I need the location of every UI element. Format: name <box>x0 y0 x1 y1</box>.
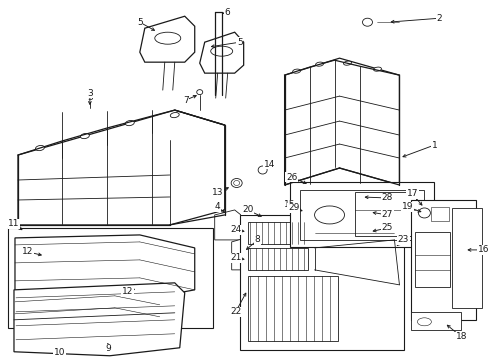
Text: 15: 15 <box>283 201 295 210</box>
Ellipse shape <box>417 318 430 326</box>
Text: 1: 1 <box>430 140 436 149</box>
Text: 23: 23 <box>397 235 408 244</box>
Polygon shape <box>15 290 160 328</box>
Text: 12: 12 <box>122 287 133 296</box>
Bar <box>247 276 337 341</box>
Text: 11: 11 <box>8 220 20 229</box>
Bar <box>354 192 416 236</box>
Text: 18: 18 <box>455 332 466 341</box>
Text: 19: 19 <box>401 202 412 211</box>
Bar <box>289 182 433 247</box>
Bar <box>415 232 449 287</box>
Text: 29: 29 <box>287 203 299 212</box>
Bar <box>430 207 448 221</box>
Ellipse shape <box>231 179 242 188</box>
Text: 12: 12 <box>22 247 34 256</box>
Ellipse shape <box>258 166 266 174</box>
Text: 6: 6 <box>224 8 230 17</box>
Bar <box>247 248 307 270</box>
Ellipse shape <box>362 18 372 26</box>
Ellipse shape <box>36 145 44 150</box>
Text: 25: 25 <box>381 224 392 233</box>
Bar <box>247 222 307 244</box>
Bar <box>314 222 394 244</box>
Bar <box>299 190 424 240</box>
Polygon shape <box>284 58 399 185</box>
Text: 2: 2 <box>436 14 441 23</box>
Text: 4: 4 <box>214 202 220 211</box>
Bar <box>410 312 460 330</box>
Polygon shape <box>140 16 194 62</box>
Text: 28: 28 <box>381 193 392 202</box>
Text: 5: 5 <box>236 38 242 47</box>
Polygon shape <box>14 283 184 356</box>
Text: 22: 22 <box>229 307 241 316</box>
Text: 16: 16 <box>477 246 488 255</box>
Ellipse shape <box>233 180 239 185</box>
Text: 14: 14 <box>264 159 275 168</box>
Text: 3: 3 <box>87 93 93 102</box>
Text: 13: 13 <box>211 189 223 198</box>
Bar <box>410 200 475 320</box>
Ellipse shape <box>373 67 381 71</box>
Bar <box>239 215 404 350</box>
Bar <box>8 228 212 328</box>
Ellipse shape <box>315 62 323 66</box>
Ellipse shape <box>314 206 344 224</box>
Ellipse shape <box>155 32 181 44</box>
Text: 15: 15 <box>283 201 295 210</box>
Ellipse shape <box>196 90 203 95</box>
Ellipse shape <box>125 121 134 126</box>
Bar <box>451 208 481 308</box>
Ellipse shape <box>80 134 89 139</box>
Text: 27: 27 <box>381 211 392 220</box>
Text: 7: 7 <box>183 96 188 105</box>
Polygon shape <box>199 32 243 73</box>
Ellipse shape <box>418 208 429 218</box>
Text: 24: 24 <box>229 225 241 234</box>
Polygon shape <box>231 238 251 270</box>
Text: 17: 17 <box>406 189 417 198</box>
Text: 21: 21 <box>229 253 241 262</box>
Text: 5: 5 <box>137 18 142 27</box>
Polygon shape <box>15 235 194 300</box>
Polygon shape <box>214 210 244 240</box>
Polygon shape <box>18 110 224 225</box>
Text: 8: 8 <box>254 235 260 244</box>
Text: 26: 26 <box>285 172 297 181</box>
Ellipse shape <box>170 113 179 118</box>
Text: 20: 20 <box>242 206 253 215</box>
Ellipse shape <box>292 69 300 73</box>
Ellipse shape <box>343 61 351 65</box>
Text: 9: 9 <box>105 344 110 353</box>
Ellipse shape <box>210 46 232 56</box>
Text: 10: 10 <box>54 348 65 357</box>
Text: 3: 3 <box>87 89 93 98</box>
